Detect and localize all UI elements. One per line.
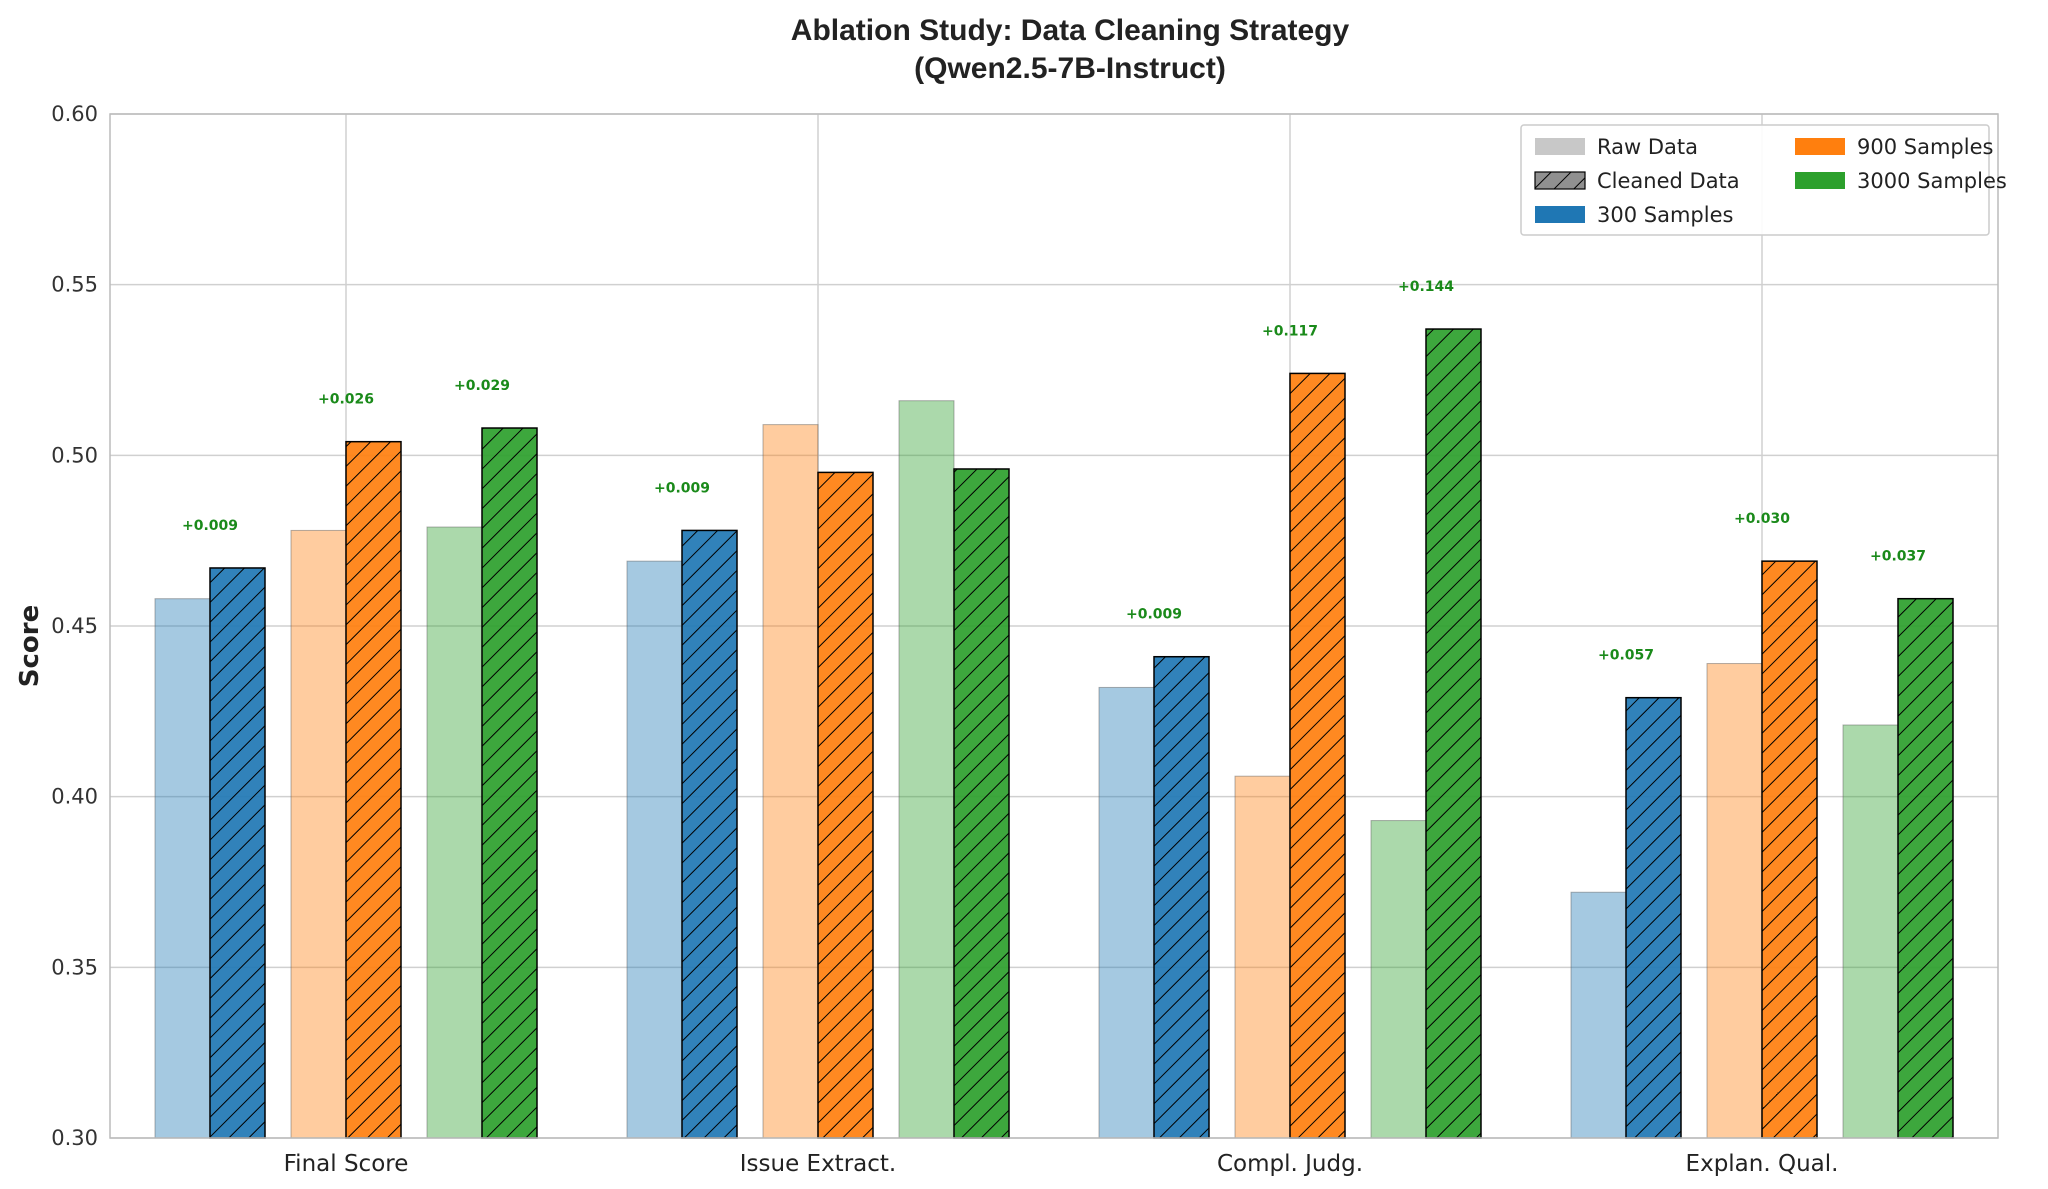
bar-3000-samples-raw bbox=[1370, 820, 1427, 1139]
legend-swatch bbox=[1795, 172, 1845, 189]
bar-300-samples-cleaned bbox=[681, 529, 738, 1139]
bar-hatch bbox=[481, 427, 538, 1139]
legend-swatch-hatch bbox=[1534, 171, 1586, 190]
bar-3000-samples-raw bbox=[1842, 724, 1899, 1139]
y-tick-label: 0.50 bbox=[51, 443, 98, 467]
legend-label: Raw Data bbox=[1597, 135, 1698, 159]
legend-swatch bbox=[1795, 138, 1845, 155]
bar-900-samples-cleaned bbox=[1289, 372, 1346, 1139]
bar-3000-samples-cleaned bbox=[481, 427, 538, 1139]
bar-300-samples-raw bbox=[626, 560, 683, 1139]
x-tick-label: Compl. Judg. bbox=[1217, 1151, 1363, 1177]
improvement-label: +0.117 bbox=[1262, 323, 1318, 339]
bar-3000-samples-raw bbox=[898, 400, 955, 1139]
chart-title-line-2: (Qwen2.5-7B-Instruct) bbox=[914, 52, 1226, 85]
bar-hatch bbox=[681, 529, 738, 1139]
bar-3000-samples-cleaned bbox=[953, 468, 1010, 1139]
bar-300-samples-raw bbox=[1570, 891, 1627, 1139]
bar-3000-samples-cleaned bbox=[1897, 597, 1954, 1139]
bar-hatch bbox=[1425, 328, 1482, 1139]
x-tick-label: Explan. Qual. bbox=[1686, 1151, 1839, 1177]
bar-300-samples-cleaned bbox=[1625, 696, 1682, 1139]
improvement-label: +0.037 bbox=[1870, 549, 1926, 565]
legend: Raw Data Cleaned Data 300 Samples 900 Sampl… bbox=[1520, 124, 2007, 236]
bar-3000-samples-raw bbox=[426, 526, 483, 1139]
improvement-label: +0.029 bbox=[454, 378, 510, 394]
y-tick-label: 0.30 bbox=[51, 1126, 98, 1150]
improvement-label: +0.144 bbox=[1398, 279, 1454, 295]
bar-hatch bbox=[1625, 696, 1682, 1139]
bar-hatch bbox=[1761, 560, 1818, 1139]
bar-300-samples-cleaned bbox=[209, 567, 266, 1139]
bar-hatch bbox=[1289, 372, 1346, 1139]
improvement-label: +0.030 bbox=[1734, 511, 1790, 527]
bar-900-samples-raw bbox=[1234, 775, 1291, 1139]
plot-frame bbox=[109, 113, 1999, 1139]
legend-entry: Cleaned Data bbox=[1534, 169, 1740, 193]
chart-title-line-1: Ablation Study: Data Cleaning Strategy bbox=[791, 14, 1350, 47]
bar-300-samples-raw bbox=[154, 598, 211, 1139]
legend-entry: 300 Samples bbox=[1535, 203, 1733, 227]
legend-box bbox=[1520, 124, 1990, 236]
bar-3000-samples-cleaned bbox=[1425, 328, 1482, 1139]
improvement-label: +0.009 bbox=[1126, 607, 1182, 623]
bar-300-samples-cleaned bbox=[1153, 655, 1210, 1139]
x-tick-label: Final Score bbox=[284, 1151, 409, 1177]
bar-300-samples-raw bbox=[1098, 686, 1155, 1139]
bar-900-samples-raw bbox=[1706, 663, 1763, 1139]
legend-entry: 3000 Samples bbox=[1795, 169, 2007, 193]
legend-label: 300 Samples bbox=[1597, 203, 1733, 227]
legend-entry: Raw Data bbox=[1535, 135, 1698, 159]
y-tick-label: 0.45 bbox=[51, 614, 98, 638]
legend-swatch bbox=[1535, 138, 1585, 155]
y-tick-label: 0.55 bbox=[51, 273, 98, 297]
legend-entry: 900 Samples bbox=[1795, 135, 1993, 159]
bar-900-samples-cleaned bbox=[817, 471, 874, 1139]
y-axis-label: Score bbox=[15, 605, 45, 687]
bar-hatch bbox=[345, 440, 402, 1139]
improvement-label: +0.026 bbox=[318, 392, 374, 408]
bar-900-samples-cleaned bbox=[345, 440, 402, 1139]
improvement-label: +0.009 bbox=[654, 480, 710, 496]
improvement-label: +0.057 bbox=[1598, 648, 1654, 664]
bar-hatch bbox=[817, 471, 874, 1139]
bar-900-samples-raw bbox=[290, 529, 347, 1139]
legend-label: 900 Samples bbox=[1857, 135, 1993, 159]
bar-900-samples-cleaned bbox=[1761, 560, 1818, 1139]
y-tick-label: 0.60 bbox=[51, 102, 98, 126]
bar-900-samples-raw bbox=[762, 424, 819, 1139]
legend-swatch bbox=[1535, 206, 1585, 223]
x-tick-label: Issue Extract. bbox=[740, 1151, 896, 1177]
bar-hatch bbox=[1897, 597, 1954, 1139]
bar-hatch bbox=[209, 567, 266, 1139]
legend-label: 3000 Samples bbox=[1857, 169, 2007, 193]
bar-hatch bbox=[1153, 655, 1210, 1139]
legend-label: Cleaned Data bbox=[1597, 169, 1740, 193]
y-tick-label: 0.35 bbox=[51, 955, 98, 979]
bar-hatch bbox=[953, 468, 1010, 1139]
y-tick-label: 0.40 bbox=[51, 785, 98, 809]
improvement-label: +0.009 bbox=[182, 518, 238, 534]
